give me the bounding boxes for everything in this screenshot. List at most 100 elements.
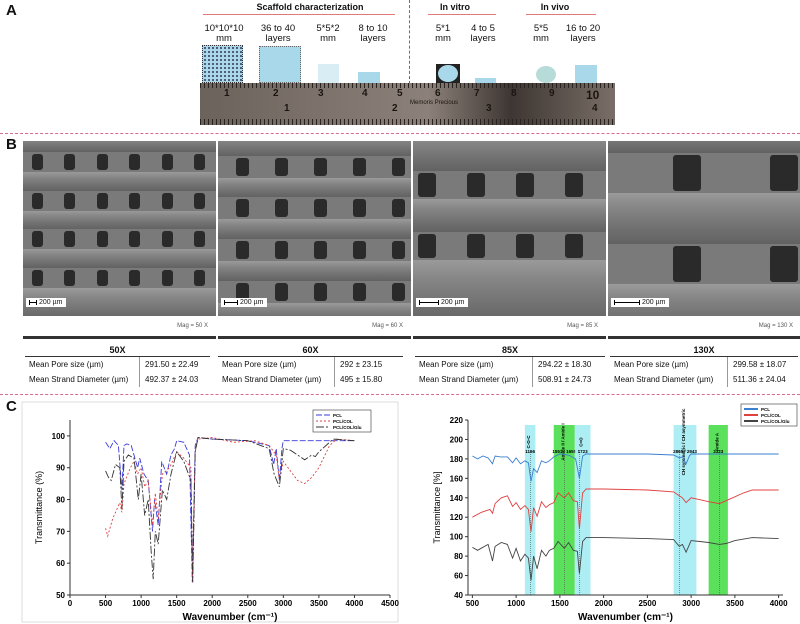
stats-row-strand: Mean Strand Diameter (µm) 492.37 ± 24.03 bbox=[25, 372, 210, 387]
y-tick-label: 100 bbox=[52, 432, 66, 441]
stats-label: Mean Pore size (µm) bbox=[415, 357, 533, 372]
y-tick-label: 60 bbox=[56, 559, 65, 568]
legend-label: PCL/COL/Glu bbox=[333, 425, 362, 430]
scaffold-label-line1: 8 to 10 bbox=[358, 23, 388, 34]
y-tick-label: 200 bbox=[450, 435, 464, 444]
stats-row-strand: Mean Strand Diameter (µm) 495 ± 15.80 bbox=[218, 372, 403, 387]
sem-pore bbox=[129, 231, 141, 247]
x-tick-label: 1500 bbox=[168, 599, 186, 608]
sem-pore bbox=[96, 231, 108, 247]
x-tick-label: 2000 bbox=[595, 599, 613, 608]
sem-pore bbox=[31, 154, 43, 170]
x-tick-label: 2000 bbox=[203, 599, 221, 608]
scaffold-label-line1: 16 to 20 bbox=[565, 23, 601, 34]
sem-pore bbox=[161, 269, 173, 286]
sem-pore bbox=[467, 172, 486, 197]
sem-pore bbox=[314, 158, 327, 177]
sem-pore bbox=[275, 282, 288, 301]
sem-pore bbox=[129, 192, 141, 209]
scaffold-label-line1: 5*5 bbox=[533, 23, 549, 34]
sem-mag-info: Mag = 85 X bbox=[567, 323, 598, 329]
legend-label: PCL/COL bbox=[333, 419, 353, 424]
sem-strand bbox=[413, 141, 606, 171]
stats-row-pore: Mean Pore size (µm) 294.22 ± 18.30 bbox=[415, 357, 605, 372]
scaffold-label: 5*5 mm bbox=[526, 24, 556, 44]
sem-pore bbox=[236, 198, 249, 217]
group-underline-in-vitro bbox=[428, 14, 496, 15]
scaffold-label-line2: mm bbox=[533, 33, 549, 44]
sem-strand bbox=[23, 249, 216, 268]
stats-label: Mean Strand Diameter (µm) bbox=[415, 372, 533, 387]
sem-pore bbox=[129, 269, 141, 286]
section-divider-bc bbox=[0, 394, 800, 395]
stats-value: 299.58 ± 18.07 bbox=[733, 360, 787, 369]
scaffold-label-line1: 36 to 40 bbox=[260, 23, 296, 34]
chart-frame bbox=[21, 401, 399, 623]
sem-scale-bar: 200 µm bbox=[221, 298, 267, 307]
stats-value: 511.36 ± 24.04 bbox=[733, 375, 786, 384]
scaffold-label-line2: mm bbox=[435, 33, 451, 44]
y-tick-label: 100 bbox=[450, 533, 464, 542]
legend-label: PCL bbox=[761, 407, 770, 412]
sem-pore bbox=[314, 198, 327, 217]
scale-bar-icon bbox=[29, 300, 37, 305]
sem-info-bar: Mag = 60 X bbox=[218, 316, 411, 336]
sem-scale-label: 200 µm bbox=[642, 299, 666, 306]
x-tick-label: 500 bbox=[99, 599, 113, 608]
sem-pore bbox=[418, 172, 437, 197]
sem-mag-info: Mag = 130 X bbox=[758, 323, 793, 329]
sem-pore bbox=[194, 231, 206, 247]
stats-value: 294.22 ± 18.30 bbox=[538, 360, 592, 369]
sem-strand bbox=[218, 178, 411, 197]
sem-scale-bar: 200 µm bbox=[416, 298, 468, 307]
sem-pore bbox=[194, 269, 206, 286]
panel-label-b: B bbox=[6, 136, 17, 153]
x-tick-label: 4500 bbox=[381, 599, 399, 608]
y-axis-label: Transmittance (%) bbox=[34, 471, 44, 544]
sem-pore bbox=[64, 154, 76, 170]
sem-image-130x: 200 µm Mag = 130 X bbox=[607, 140, 800, 340]
scaffold-sample-5 bbox=[436, 64, 460, 83]
stats-table-50x: 50X Mean Pore size (µm) 291.50 ± 22.49 Me… bbox=[25, 345, 210, 387]
sem-pore bbox=[515, 172, 534, 197]
ruler-ticks-bottom bbox=[200, 119, 615, 125]
stats-table-60x: 60X Mean Pore size (µm) 292 ± 23.15 Mean … bbox=[218, 345, 403, 387]
sem-bottom-strip bbox=[608, 336, 800, 339]
stats-row-strand: Mean Strand Diameter (µm) 508.91 ± 24.73 bbox=[415, 372, 605, 387]
sem-pore bbox=[770, 154, 799, 191]
peak-label: 1166 bbox=[525, 449, 535, 454]
scaffold-sample-1 bbox=[202, 45, 243, 83]
x-tick-label: 500 bbox=[466, 599, 480, 608]
scaffold-sample-7 bbox=[536, 66, 556, 83]
sem-pore bbox=[161, 231, 173, 247]
x-tick-label: 2500 bbox=[638, 599, 656, 608]
x-tick-label: 4000 bbox=[770, 599, 788, 608]
sem-strand bbox=[23, 210, 216, 229]
ruler-cm-10: 10 bbox=[586, 88, 600, 102]
sem-pore bbox=[96, 192, 108, 209]
stats-label: Mean Strand Diameter (µm) bbox=[218, 372, 335, 387]
sem-scale-bar: 200 µm bbox=[26, 298, 66, 307]
stats-table-title: 130X bbox=[610, 345, 798, 357]
sem-mag-info: Mag = 60 X bbox=[372, 323, 403, 329]
panel-label-a: A bbox=[6, 2, 17, 19]
ruler-inch-3: 3 bbox=[486, 103, 492, 114]
peak-label: 1723 bbox=[578, 449, 589, 454]
scaffold-label: 8 to 10 layers bbox=[350, 24, 396, 44]
sem-strand bbox=[413, 260, 606, 326]
sem-info-bar: Mag = 85 X bbox=[413, 316, 606, 336]
y-tick-label: 140 bbox=[450, 494, 464, 503]
sem-scale-label: 200 µm bbox=[240, 299, 264, 306]
sem-strand bbox=[608, 141, 800, 153]
sem-pore bbox=[314, 240, 327, 259]
stats-table-title: 85X bbox=[415, 345, 605, 357]
legend-label: PCL/COL/Glu bbox=[761, 419, 790, 424]
x-tick-label: 1000 bbox=[507, 599, 525, 608]
y-tick-label: 180 bbox=[450, 455, 464, 464]
scaffold-sample-8 bbox=[575, 65, 597, 83]
sem-pore bbox=[64, 231, 76, 247]
stats-row-pore: Mean Pore size (µm) 291.50 ± 22.49 bbox=[25, 357, 210, 372]
y-tick-label: 70 bbox=[56, 527, 65, 536]
band-label: Amide A bbox=[714, 432, 719, 451]
series-line-pcl-col bbox=[472, 488, 779, 532]
